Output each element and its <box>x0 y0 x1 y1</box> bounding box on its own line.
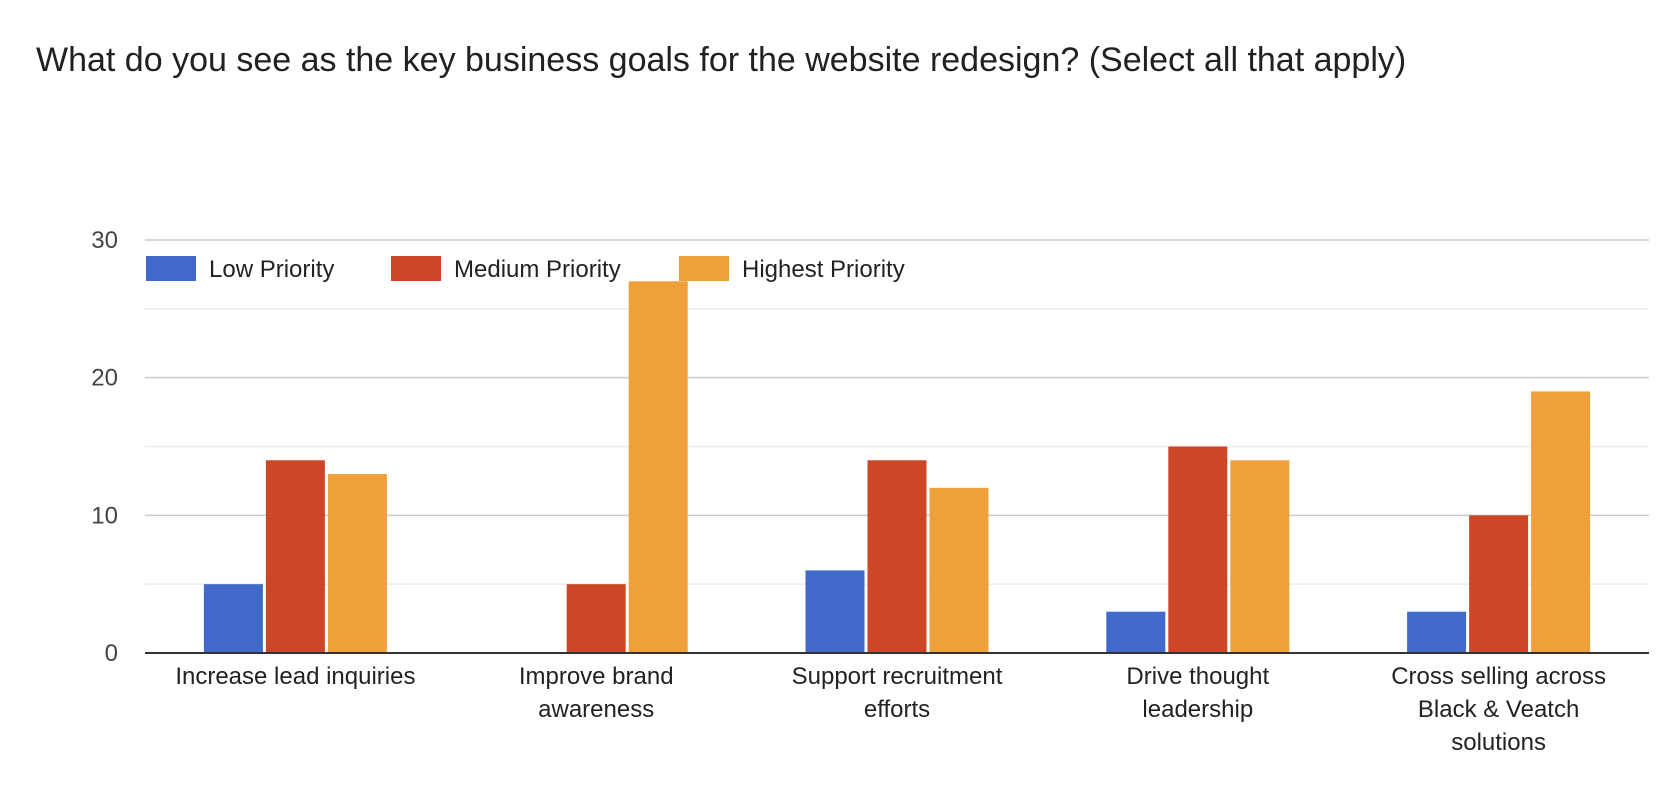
x-category-label: Black & Veatch <box>1418 696 1579 723</box>
x-category-label: solutions <box>1451 729 1546 756</box>
legend: Low Priority Medium Priority Highest Prior… <box>146 256 905 283</box>
y-axis-ticks: 0 10 20 30 <box>91 227 118 667</box>
bar <box>327 474 387 653</box>
x-category-label: leadership <box>1142 696 1253 723</box>
y-tick-label: 0 <box>105 640 118 667</box>
y-tick-label: 10 <box>91 502 118 529</box>
legend-label: Highest Priority <box>742 256 905 283</box>
x-category-label: Support recruitment <box>792 663 1003 690</box>
bar <box>265 460 325 653</box>
bar <box>1168 446 1228 653</box>
question-title: What do you see as the key business goal… <box>36 41 1407 79</box>
bar <box>1469 515 1529 653</box>
bar <box>566 584 626 653</box>
x-category-label: Improve brand <box>519 663 674 690</box>
legend-swatch <box>146 256 196 281</box>
bars <box>203 281 1591 653</box>
bar <box>1230 460 1290 653</box>
bar <box>628 281 688 653</box>
x-category-label: Cross selling across <box>1391 663 1606 690</box>
bar <box>1407 611 1467 653</box>
bar <box>867 460 927 653</box>
bar <box>1106 611 1166 653</box>
x-axis-labels: Increase lead inquiries Improve brand awar… <box>175 663 1606 756</box>
y-tick-label: 20 <box>91 365 118 392</box>
bar <box>203 584 263 653</box>
x-category-label: awareness <box>538 696 654 723</box>
x-category-label: Increase lead inquiries <box>175 663 415 690</box>
legend-swatch <box>391 256 441 281</box>
bar <box>1531 391 1591 653</box>
bar <box>805 570 865 653</box>
legend-label: Low Priority <box>209 256 334 283</box>
legend-label: Medium Priority <box>454 256 621 283</box>
x-category-label: Drive thought <box>1126 663 1269 690</box>
bar <box>929 487 989 653</box>
legend-swatch <box>679 256 729 281</box>
x-category-label: efforts <box>864 696 930 723</box>
y-tick-label: 30 <box>91 227 118 254</box>
